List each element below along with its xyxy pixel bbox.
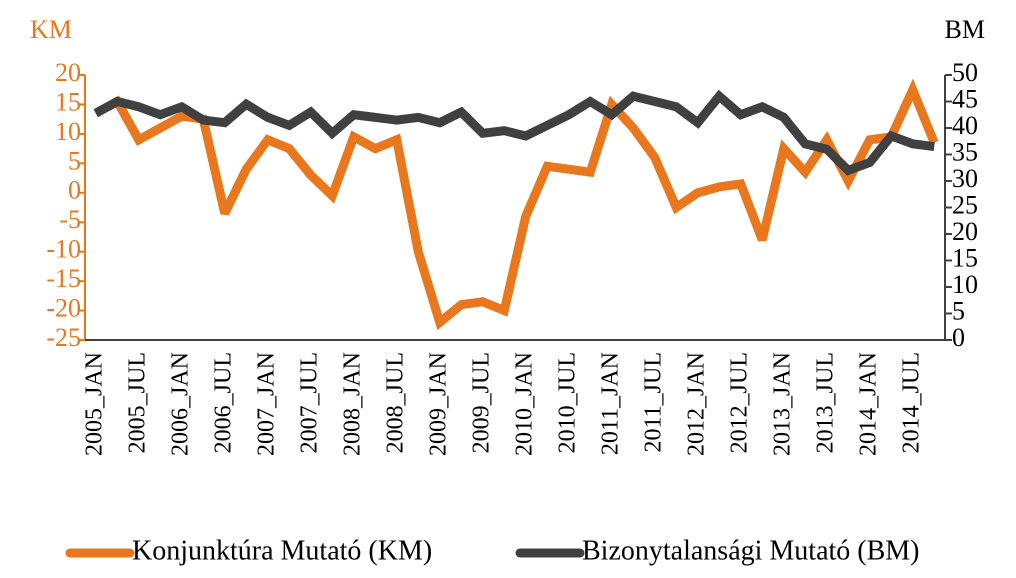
legend-label: Konjunktúra Mutató (KM) (132, 535, 432, 566)
x-tick-label: 2013_JUL (812, 352, 838, 453)
y2-tick-label: 5 (952, 296, 965, 325)
y2-tick-label: 40 (952, 111, 978, 140)
y-tick-label: -25 (46, 323, 81, 352)
x-tick-label: 2009_JAN (425, 352, 451, 456)
series-line (93, 89, 935, 176)
x-tick-label: 2013_JAN (769, 352, 795, 456)
y2-tick-label: 35 (952, 137, 978, 166)
y2-tick-label: 20 (952, 217, 978, 246)
y2-tick-label: 45 (952, 84, 978, 113)
y-tick-label: -5 (59, 205, 81, 234)
x-tick-label: 2006_JAN (167, 352, 193, 456)
x-tick-label: 2005_JAN (81, 352, 107, 456)
y2-axis-title: BM (945, 15, 985, 44)
x-tick-label: 2009_JUL (468, 352, 494, 453)
x-tick-label: 2007_JUL (296, 352, 322, 453)
y-tick-label: 20 (55, 58, 81, 87)
y2-tick-label: 50 (952, 58, 978, 87)
x-tick-label: 2012_JAN (683, 352, 709, 456)
y-tick-label: 10 (55, 117, 81, 146)
legend-label: Bizonytalansági Mutató (BM) (582, 535, 920, 566)
y-tick-label: -15 (46, 264, 81, 293)
x-tick-label: 2010_JUL (554, 352, 580, 453)
x-tick-label: 2006_JUL (210, 352, 236, 453)
x-tick-label: 2011_JAN (597, 352, 623, 455)
y2-tick-label: 0 (952, 323, 965, 352)
x-tick-label: 2008_JUL (382, 352, 408, 453)
x-tick-label: 2007_JAN (253, 352, 279, 456)
x-tick-label: 2012_JUL (726, 352, 752, 453)
y2-tick-label: 25 (952, 190, 978, 219)
y-tick-label: 15 (55, 87, 81, 116)
y-tick-label: 0 (68, 176, 81, 205)
y-tick-label: -20 (46, 294, 81, 323)
y-tick-label: -10 (46, 235, 81, 264)
y2-tick-label: 15 (952, 243, 978, 272)
x-tick-label: 2005_JUL (124, 352, 150, 453)
x-tick-label: 2008_JAN (339, 352, 365, 456)
y-axis-title: KM (30, 15, 72, 44)
x-tick-label: 2011_JUL (640, 352, 666, 452)
y2-tick-label: 10 (952, 270, 978, 299)
y2-tick-label: 30 (952, 164, 978, 193)
series-line (93, 78, 939, 331)
x-tick-label: 2014_JUL (898, 352, 924, 453)
x-tick-label: 2014_JAN (855, 352, 881, 456)
y-tick-label: 5 (68, 146, 81, 175)
x-tick-label: 2010_JAN (511, 352, 537, 456)
